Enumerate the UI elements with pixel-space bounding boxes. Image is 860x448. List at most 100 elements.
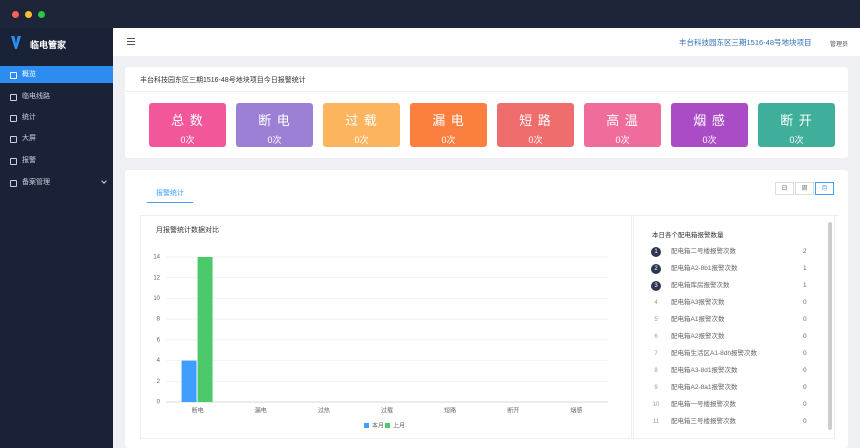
tile-count: 0次 xyxy=(528,135,543,145)
rank: 8 xyxy=(654,368,658,374)
menu-icon xyxy=(10,94,17,101)
x-tick-label: 断开 xyxy=(507,407,519,415)
rank: 7 xyxy=(654,351,658,357)
tile-count: 0次 xyxy=(702,135,717,145)
box-name: 配电箱A1报警次数 xyxy=(671,316,725,323)
alarm-count: 1 xyxy=(803,282,807,289)
logo-icon xyxy=(11,36,21,49)
y-tick-label: 14 xyxy=(153,255,160,261)
menu-item[interactable]: 大屏 xyxy=(0,130,113,147)
period-button[interactable]: 月 xyxy=(815,182,834,195)
rank: 2 xyxy=(651,264,661,274)
rank: 1 xyxy=(651,247,661,257)
alarm-count: 0 xyxy=(803,333,807,340)
bar xyxy=(197,257,213,402)
x-tick-label: 过载 xyxy=(381,407,393,415)
box-name: 配电箱A2报警次数 xyxy=(671,333,725,340)
menu-toggle[interactable] xyxy=(127,38,135,39)
ranking-row: 8 配电箱A3-8d1报警次数 0 xyxy=(651,364,811,378)
box-name: 配电箱一号楼报警次数 xyxy=(671,401,736,408)
legend-swatch xyxy=(364,423,369,428)
chevron xyxy=(101,178,107,184)
box-name: 配电箱二号楼报警次数 xyxy=(671,248,736,255)
alarm-tile[interactable]: 短 路 0次 xyxy=(497,103,574,147)
menu-icon xyxy=(10,136,17,143)
menu-item[interactable]: 概览 xyxy=(0,66,113,83)
legend-swatch xyxy=(385,423,390,428)
menu-item[interactable]: 统计 xyxy=(0,109,113,126)
alarm-count: 0 xyxy=(803,367,807,374)
summary-title: 丰台科技园东区三期1516-48号地块项目今日报警统计 xyxy=(140,77,306,84)
ranking-row: 4 配电箱A3报警次数 0 xyxy=(651,296,811,310)
max-dot[interactable] xyxy=(38,11,45,18)
alarm-tile[interactable]: 烟 感 0次 xyxy=(671,103,748,147)
menu-icon xyxy=(10,158,17,165)
x-tick-label: 断电 xyxy=(192,407,204,415)
x-tick-label: 漏电 xyxy=(255,407,267,415)
period-button[interactable]: 日 xyxy=(775,182,794,195)
y-tick-label: 6 xyxy=(157,337,161,343)
menu-item[interactable]: 报警 xyxy=(0,152,113,169)
tile-count: 0次 xyxy=(789,135,804,145)
alarm-count: 2 xyxy=(803,248,807,255)
menu-item[interactable]: 临电线路 xyxy=(0,88,113,105)
legend-label: 本月 xyxy=(372,422,384,430)
top-header: 丰台科技园东区三期1516-48号地块项目 管理员 xyxy=(113,28,860,56)
close-dot[interactable] xyxy=(12,11,19,18)
scrollbar[interactable] xyxy=(828,222,832,430)
alarm-tile[interactable]: 过 载 0次 xyxy=(323,103,400,147)
ranking-row: 5 配电箱A1报警次数 0 xyxy=(651,313,811,327)
period-button[interactable]: 周 xyxy=(795,182,814,195)
ranking-row: 7 配电箱生活区A1-8dh报警次数 0 xyxy=(651,347,811,361)
alarm-count: 0 xyxy=(803,384,807,391)
ranking-row: 11 配电箱三号楼报警次数 0 xyxy=(651,415,811,429)
menu-item[interactable]: 备案管理 xyxy=(0,174,113,191)
y-tick-label: 0 xyxy=(157,400,161,406)
box-name: 配电箱A3-8d1报警次数 xyxy=(671,367,738,374)
alarm-count: 0 xyxy=(803,316,807,323)
tile-label: 漏 电 xyxy=(432,113,465,128)
alarm-count: 1 xyxy=(803,265,807,272)
ranking-panel: 本日各个配电箱报警数量 xyxy=(633,215,835,439)
y-tick-label: 8 xyxy=(157,317,161,323)
logo-text: 临电管家 xyxy=(30,40,67,50)
rank: 11 xyxy=(652,419,660,425)
tile-label: 总 数 xyxy=(171,113,204,128)
tile-label: 断 电 xyxy=(258,113,291,128)
tab[interactable]: 报警统计 xyxy=(156,190,184,197)
y-tick-label: 2 xyxy=(157,379,161,385)
alarm-tile[interactable]: 断 开 0次 xyxy=(758,103,835,147)
tile-count: 0次 xyxy=(615,135,630,145)
tile-label: 烟 感 xyxy=(693,113,726,128)
alarm-tile[interactable]: 总 数 0次 xyxy=(149,103,226,147)
min-dot[interactable] xyxy=(25,11,32,18)
tile-count: 0次 xyxy=(354,135,369,145)
title-bar xyxy=(0,0,860,28)
rank: 10 xyxy=(652,402,660,408)
x-tick-label: 短路 xyxy=(444,407,456,415)
ranking-row: 2 配电箱A2-8b1报警次数 1 xyxy=(651,262,811,276)
tab-underline xyxy=(147,202,193,203)
bar xyxy=(181,360,197,402)
rank: 9 xyxy=(654,385,658,391)
alarm-tile[interactable]: 漏 电 0次 xyxy=(410,103,487,147)
box-name: 配电箱A2-8a1报警次数 xyxy=(671,384,738,391)
project-name[interactable]: 丰台科技园东区三期1516-48号地块项目 xyxy=(679,38,812,47)
tile-label: 短 路 xyxy=(519,113,552,128)
tile-count: 0次 xyxy=(441,135,456,145)
chart-panel: 月报警统计数据对比 0 2 4 6 8 10 12 14 断电 漏电 过热 过载 短路 断开 烟感 本月 上月 xyxy=(140,215,632,439)
ranking-row: 3 配电箱库房报警次数 1 xyxy=(651,279,811,293)
x-tick-label: 烟感 xyxy=(570,407,582,415)
alarm-tile[interactable]: 断 电 0次 xyxy=(236,103,313,147)
y-tick-label: 4 xyxy=(157,358,161,364)
alarm-tile[interactable]: 高 温 0次 xyxy=(584,103,661,147)
ranking-title: 本日各个配电箱报警数量 xyxy=(652,232,724,239)
y-tick-label: 10 xyxy=(153,296,160,302)
rank: 4 xyxy=(654,300,658,306)
rank: 3 xyxy=(651,281,661,291)
user-name[interactable]: 管理员 xyxy=(830,42,849,48)
tile-label: 断 开 xyxy=(780,113,813,128)
x-tick-label: 过热 xyxy=(318,407,330,415)
tile-label: 过 载 xyxy=(345,113,378,128)
